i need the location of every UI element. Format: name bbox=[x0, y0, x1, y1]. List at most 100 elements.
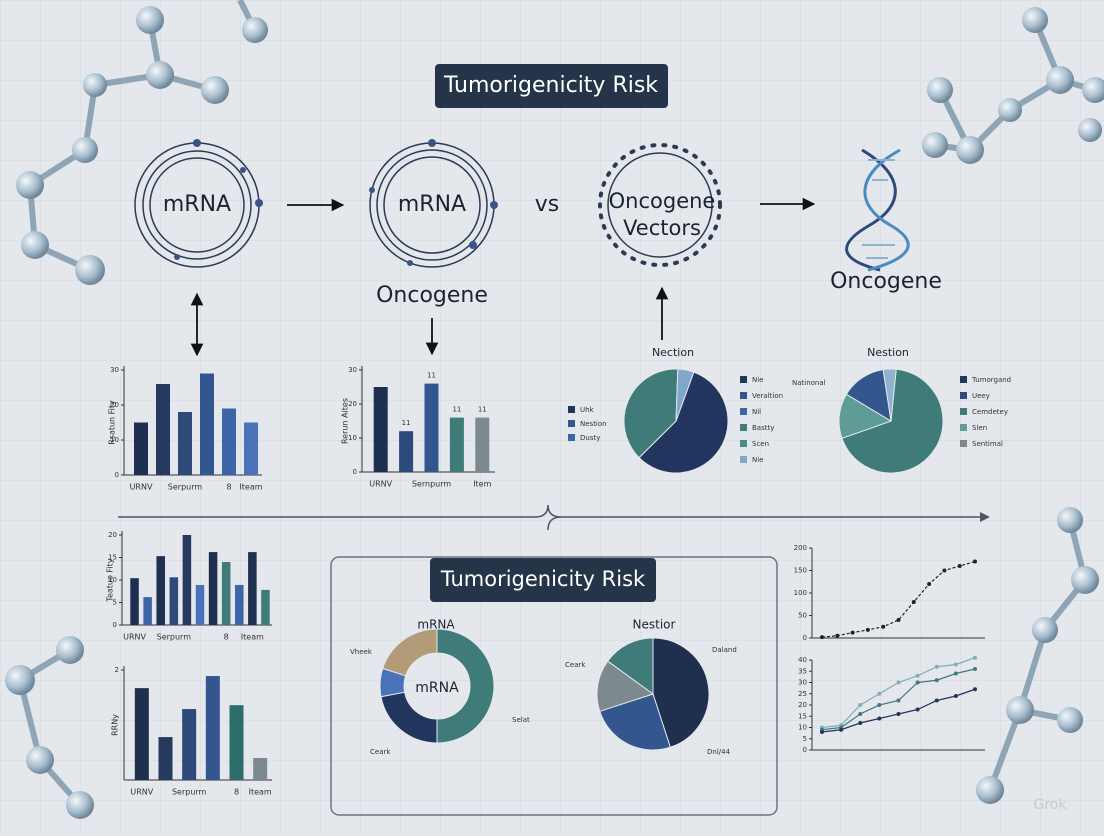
legend-label: Nestion bbox=[580, 420, 607, 428]
y-tick-label: 10 bbox=[798, 724, 807, 732]
molecule-atoms bbox=[5, 6, 1104, 819]
pie-slice bbox=[599, 693, 671, 751]
bar bbox=[178, 412, 192, 475]
x-tick-label: Item bbox=[473, 480, 491, 489]
slice-label: Ceark bbox=[565, 661, 586, 669]
x-tick-label: Iteam bbox=[239, 483, 262, 492]
divider-arrowhead bbox=[980, 512, 990, 522]
y-tick-label: 20 bbox=[110, 401, 119, 409]
x-tick-label: Serpurm bbox=[172, 788, 207, 797]
bar bbox=[169, 577, 179, 625]
bar-annotation: 11 bbox=[427, 372, 436, 380]
pie-slice bbox=[623, 368, 679, 459]
y-axis-label: Teatuo Fity bbox=[106, 558, 115, 602]
x-tick-label: 8 bbox=[234, 788, 239, 797]
line-point bbox=[953, 694, 958, 698]
x-tick-label: Sernpurm bbox=[412, 480, 452, 489]
legend-label: Slen bbox=[972, 424, 987, 432]
line-point bbox=[850, 630, 855, 635]
legend-label: Scen bbox=[752, 440, 769, 448]
line-point bbox=[896, 680, 901, 685]
bar bbox=[158, 737, 173, 780]
line-point bbox=[820, 635, 824, 640]
pie-slice bbox=[675, 368, 695, 422]
line-point bbox=[877, 716, 882, 721]
bar bbox=[156, 556, 165, 625]
legend-swatch bbox=[960, 424, 967, 431]
line-point bbox=[934, 698, 939, 703]
watermark: Grok bbox=[1034, 797, 1068, 813]
y-tick-label: 15 bbox=[108, 554, 117, 562]
bar bbox=[195, 584, 205, 625]
line-point bbox=[953, 671, 958, 676]
bar bbox=[182, 709, 197, 780]
bar bbox=[200, 373, 214, 475]
legend-label: Nie bbox=[752, 456, 764, 464]
slice-label: Ceark bbox=[370, 748, 391, 756]
legend-swatch bbox=[740, 440, 747, 447]
bar-annotation: 11 bbox=[402, 419, 411, 427]
y-tick-label: 0 bbox=[803, 634, 807, 642]
x-tick-label: Serpurm bbox=[168, 483, 203, 492]
legend-label: Bastty bbox=[752, 424, 774, 432]
legend-swatch bbox=[740, 408, 747, 415]
line-point bbox=[896, 698, 901, 703]
line-point bbox=[957, 564, 962, 568]
legend-swatch bbox=[740, 456, 747, 463]
line-point bbox=[896, 618, 901, 622]
line-point bbox=[934, 678, 939, 683]
pie-slice bbox=[652, 637, 710, 748]
pie-slice bbox=[841, 368, 944, 474]
legend-label: Dusty bbox=[580, 434, 600, 442]
pie-slice bbox=[638, 371, 729, 474]
x-tick-label: 8 bbox=[226, 483, 231, 492]
legend-swatch bbox=[568, 420, 575, 427]
y-tick-label: 20 bbox=[798, 701, 807, 709]
legend-swatch bbox=[740, 376, 747, 383]
line-point bbox=[973, 687, 977, 692]
bar bbox=[134, 688, 149, 780]
y-tick-label: 0 bbox=[353, 468, 357, 476]
legend-swatch bbox=[740, 392, 747, 399]
line-point bbox=[858, 712, 863, 716]
pie-title: Nestior bbox=[633, 618, 676, 632]
line-point bbox=[915, 680, 920, 685]
y-tick-label: 5 bbox=[803, 735, 807, 743]
bar bbox=[253, 758, 268, 780]
y-tick-label: 30 bbox=[798, 679, 807, 687]
line-point bbox=[973, 559, 977, 564]
bar bbox=[229, 705, 244, 780]
donut-title: mRNA bbox=[417, 618, 455, 632]
x-tick-label: Iteam bbox=[241, 633, 264, 642]
y-tick-label: 20 bbox=[108, 531, 117, 539]
slice-label: Selat bbox=[512, 716, 530, 724]
bar bbox=[156, 384, 170, 475]
circle-caption: Oncogene bbox=[376, 283, 488, 308]
pie-slice bbox=[606, 637, 654, 695]
line-point bbox=[973, 655, 977, 660]
y-tick-label: 10 bbox=[348, 434, 357, 442]
line-point bbox=[858, 703, 863, 707]
y-tick-label: 5 bbox=[113, 599, 117, 607]
pie-slice bbox=[596, 660, 655, 712]
ring-dots bbox=[174, 139, 498, 266]
title-pill bbox=[435, 64, 668, 108]
bar bbox=[248, 552, 257, 625]
y-tick-label: 0 bbox=[115, 471, 119, 479]
pie-title: Nection bbox=[652, 346, 694, 359]
bar bbox=[235, 584, 244, 625]
bar bbox=[205, 676, 220, 780]
legend-label: Cemdetey bbox=[972, 408, 1008, 416]
bar bbox=[208, 552, 218, 625]
y-tick-label: 200 bbox=[794, 544, 807, 552]
x-tick-label: Iteam bbox=[249, 788, 272, 797]
bar-annotation: 11 bbox=[478, 406, 487, 414]
x-tick-label: URNV bbox=[130, 483, 153, 492]
y-tick-label: 10 bbox=[108, 576, 117, 584]
vs-label: vs bbox=[535, 192, 559, 217]
line-point bbox=[942, 568, 947, 573]
line-point bbox=[934, 664, 939, 669]
y-axis-label: RRNy bbox=[111, 714, 120, 736]
y-tick-label: 35 bbox=[798, 667, 807, 675]
